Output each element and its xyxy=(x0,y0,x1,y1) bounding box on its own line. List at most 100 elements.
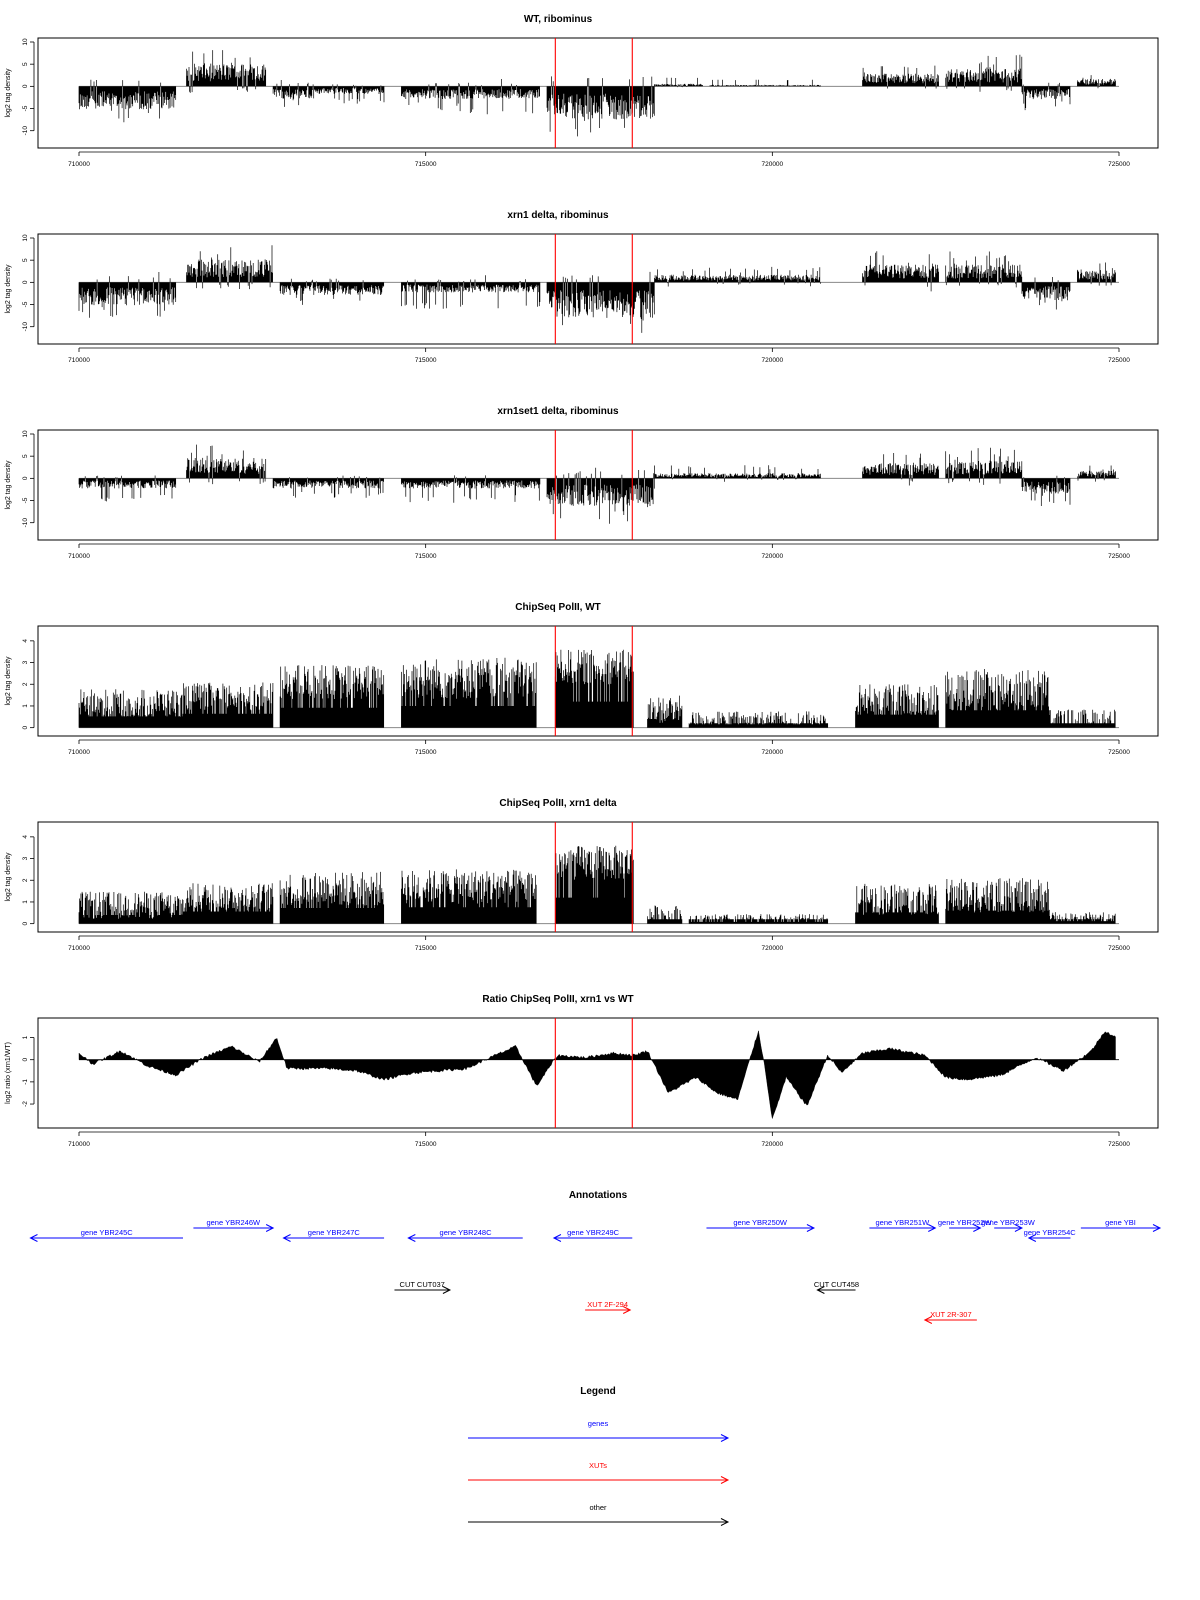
x-axis: 710000 715000 720000 725000 xyxy=(68,151,1130,168)
y-axis: -2 -1 0 1 xyxy=(22,1035,35,1107)
density-bars xyxy=(78,845,1116,924)
x-tick-label: 710000 xyxy=(68,945,90,952)
x-tick-label: 710000 xyxy=(68,553,90,560)
feature-gene[interactable]: gene YBR253W xyxy=(981,1218,1036,1232)
legend-item: other xyxy=(468,1503,730,1526)
chart-panel-4: ChipSeq PolII, WT 0 1 2 3 4 log2 tag density 71… xyxy=(5,602,1159,756)
x-tick-label: 720000 xyxy=(761,553,783,560)
x-tick-label: 715000 xyxy=(415,553,437,560)
x-tick-label: 710000 xyxy=(68,357,90,364)
x-axis: 710000 715000 720000 725000 xyxy=(68,347,1130,364)
plot-frame xyxy=(37,821,1159,933)
x-tick-label: 720000 xyxy=(761,1141,783,1148)
x-axis: 710000 715000 720000 725000 xyxy=(68,543,1130,560)
x-tick-label: 715000 xyxy=(415,749,437,756)
legend-item: XUTs xyxy=(468,1461,730,1484)
legend-label: XUTs xyxy=(589,1461,607,1470)
x-axis: 710000 715000 720000 725000 xyxy=(68,1131,1130,1148)
y-axis-label: log2 tag density xyxy=(5,852,12,902)
y-tick-label: -10 xyxy=(22,518,29,528)
x-tick-label: 725000 xyxy=(1108,553,1130,560)
feature-gene[interactable]: gene YBR247C xyxy=(282,1228,385,1242)
y-tick-label: -10 xyxy=(22,322,29,332)
feature-label: gene YBR253W xyxy=(981,1218,1036,1227)
feature-gene[interactable]: gene YBI xyxy=(1080,1218,1162,1232)
feature-gene[interactable]: gene YBR249C xyxy=(552,1228,633,1242)
arrowhead-right-icon xyxy=(928,1224,937,1232)
plot-frame xyxy=(37,625,1159,737)
panel-title: WT, ribominus xyxy=(524,14,593,25)
feature-gene[interactable]: gene YBR251W xyxy=(869,1218,937,1232)
data-series xyxy=(78,649,1119,729)
y-tick-label: 10 xyxy=(22,430,29,438)
y-axis: -10 -5 0 5 10 xyxy=(22,38,35,135)
arrowhead-right-icon xyxy=(806,1224,816,1232)
panel-title: ChipSeq PolII, WT xyxy=(515,602,601,613)
feature-label: XUT 2F-294 xyxy=(587,1300,628,1309)
feature-gene[interactable]: gene YBR250W xyxy=(706,1218,816,1232)
plot-frame xyxy=(37,429,1159,541)
annotations-title: Annotations xyxy=(569,1190,628,1201)
legend-label: other xyxy=(589,1503,607,1512)
legend-title: Legend xyxy=(580,1386,616,1397)
x-tick-label: 725000 xyxy=(1108,161,1130,168)
y-tick-label: 10 xyxy=(22,234,29,242)
y-tick-label: 5 xyxy=(22,454,29,458)
feature-label: gene YBR245C xyxy=(81,1228,134,1237)
x-tick-label: 715000 xyxy=(415,945,437,952)
feature-xut[interactable]: XUT 2F-294 xyxy=(585,1300,632,1314)
feature-label: gene YBI xyxy=(1105,1218,1136,1227)
feature-label: CUT CUT458 xyxy=(814,1280,859,1289)
feature-gene[interactable]: gene YBR254C xyxy=(1024,1228,1077,1242)
feature-label: gene YBR250W xyxy=(733,1218,788,1227)
arrowhead-right-icon xyxy=(1014,1224,1024,1232)
arrowhead-right-icon xyxy=(720,1476,730,1484)
legend-item: genes xyxy=(468,1419,730,1442)
data-series xyxy=(78,845,1119,925)
arrowhead-right-icon xyxy=(1152,1224,1162,1232)
arrowhead-right-icon xyxy=(720,1434,730,1442)
plot-frame xyxy=(37,37,1159,149)
y-tick-label: -2 xyxy=(22,1101,29,1107)
feature-gene[interactable]: gene YBR248C xyxy=(407,1228,523,1242)
arrowhead-left-icon xyxy=(923,1316,933,1324)
chart-panel-6: Ratio ChipSeq PolII, xrn1 vs WT -2 -1 0 1 log… xyxy=(5,994,1159,1148)
plot-frame xyxy=(37,233,1159,345)
y-tick-label: 1 xyxy=(22,900,29,904)
data-series xyxy=(78,1030,1119,1119)
y-tick-label: 5 xyxy=(22,258,29,262)
x-tick-label: 720000 xyxy=(761,945,783,952)
ratio-area xyxy=(78,1030,1116,1119)
y-tick-label: 3 xyxy=(22,856,29,860)
y-tick-label: 0 xyxy=(22,921,29,925)
y-tick-label: 0 xyxy=(22,1058,29,1062)
feature-label: XUT 2R-307 xyxy=(930,1310,972,1319)
x-tick-label: 710000 xyxy=(68,161,90,168)
arrowhead-right-icon xyxy=(442,1286,452,1294)
feature-label: gene YBR254C xyxy=(1024,1228,1077,1237)
y-tick-label: 1 xyxy=(22,1035,29,1039)
density-bars xyxy=(78,245,1116,333)
feature-xut[interactable]: XUT 2R-307 xyxy=(923,1310,977,1324)
feature-other[interactable]: CUT CUT458 xyxy=(814,1280,859,1294)
y-axis: 0 1 2 3 4 xyxy=(22,639,35,729)
annotations-panel: Annotations gene YBR245C gene YBR246W gene … xyxy=(29,1190,1162,1324)
feature-gene[interactable]: gene YBR245C xyxy=(29,1228,183,1242)
chart-panel-2: xrn1 delta, ribominus -10 -5 0 5 10 log2 tag d… xyxy=(5,210,1159,364)
density-bars xyxy=(78,649,1116,728)
feature-other[interactable]: CUT CUT037 xyxy=(394,1280,452,1294)
feature-gene[interactable]: gene YBR246W xyxy=(193,1218,275,1232)
y-tick-label: 2 xyxy=(22,682,29,686)
x-tick-label: 725000 xyxy=(1108,945,1130,952)
feature-gene[interactable]: gene YBR252W xyxy=(938,1218,993,1232)
data-series xyxy=(78,444,1119,524)
arrowhead-right-icon xyxy=(973,1224,982,1232)
x-tick-label: 725000 xyxy=(1108,357,1130,364)
legend-label: genes xyxy=(588,1419,609,1428)
x-tick-label: 725000 xyxy=(1108,1141,1130,1148)
x-tick-label: 720000 xyxy=(761,749,783,756)
x-tick-label: 715000 xyxy=(415,161,437,168)
arrowhead-right-icon xyxy=(265,1224,275,1232)
y-tick-label: -1 xyxy=(22,1079,29,1085)
